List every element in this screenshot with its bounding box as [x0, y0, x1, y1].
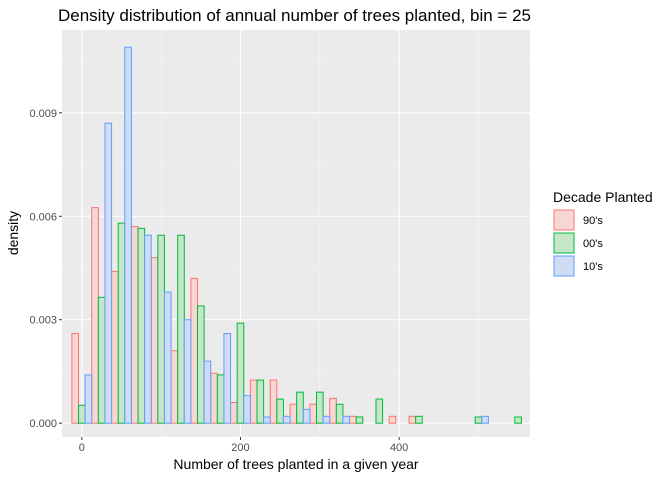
y-tick-label: 0.000 — [29, 418, 57, 430]
legend-swatch — [553, 209, 575, 231]
bar — [342, 415, 351, 424]
bar — [514, 416, 522, 424]
bar — [263, 416, 271, 424]
bar — [197, 305, 205, 424]
bar — [183, 319, 192, 424]
bar — [97, 296, 106, 424]
bar — [322, 415, 331, 424]
y-axis-label: density — [5, 211, 21, 255]
bar — [177, 234, 185, 424]
bar — [150, 257, 159, 424]
bar — [203, 360, 212, 424]
bar — [236, 322, 245, 424]
legend-title: Decade Planted — [553, 189, 653, 205]
bar — [210, 372, 218, 424]
bar — [117, 222, 126, 424]
x-axis-label: Number of trees planted in a given year — [173, 456, 418, 472]
bar — [335, 403, 344, 424]
bar — [415, 415, 423, 424]
bar — [243, 395, 251, 424]
y-tick-label: 0.009 — [29, 108, 57, 120]
bar — [296, 391, 304, 424]
bar — [163, 291, 172, 424]
y-tick-label: 0.003 — [29, 315, 57, 327]
legend-swatch — [553, 255, 575, 277]
x-axis-ticks: 0 200 400 — [79, 437, 408, 454]
legend-label: 00's — [583, 238, 603, 250]
bar — [282, 415, 291, 424]
legend-swatch — [553, 232, 575, 254]
bar — [124, 46, 132, 424]
bar — [111, 270, 119, 424]
legend: Decade Planted 90's 00's 10's — [553, 189, 653, 277]
bar — [91, 207, 99, 424]
legend-entries: 90's 00's 10's — [553, 209, 603, 277]
bar — [249, 379, 258, 424]
bar — [144, 234, 152, 424]
bar — [276, 398, 284, 424]
bar — [84, 374, 93, 424]
bar — [289, 403, 298, 424]
bar — [78, 404, 86, 424]
legend-label: 10's — [583, 261, 603, 273]
bar — [269, 379, 278, 424]
bar — [71, 333, 80, 424]
bar — [137, 227, 146, 424]
x-tick-label: 200 — [231, 442, 249, 454]
series-10's — [84, 46, 489, 424]
plot-panel — [62, 30, 530, 437]
bar — [388, 415, 397, 424]
series-00's — [78, 222, 522, 424]
x-tick-label: 400 — [390, 442, 408, 454]
bar — [216, 374, 225, 424]
bar — [190, 277, 199, 424]
bar — [302, 408, 311, 424]
bar — [309, 403, 317, 424]
y-tick-label: 0.006 — [29, 211, 57, 223]
bar — [329, 397, 337, 424]
x-tick-label: 0 — [79, 442, 85, 454]
chart-title: Density distribution of annual number of… — [58, 6, 531, 25]
bar — [474, 416, 483, 424]
bar — [315, 391, 324, 424]
bar — [349, 415, 357, 424]
bar — [170, 350, 179, 424]
bar — [408, 415, 417, 424]
bar — [130, 226, 139, 424]
bar — [355, 416, 364, 424]
y-axis-ticks: 0.000 0.003 0.006 0.009 — [29, 108, 62, 430]
bar — [230, 402, 238, 424]
bar — [223, 333, 232, 424]
bar — [157, 234, 165, 424]
bar — [481, 415, 489, 424]
bar — [256, 379, 265, 424]
histogram-bars — [71, 46, 522, 424]
bar — [104, 122, 113, 424]
legend-label: 90's — [583, 215, 603, 227]
bar — [375, 398, 384, 424]
